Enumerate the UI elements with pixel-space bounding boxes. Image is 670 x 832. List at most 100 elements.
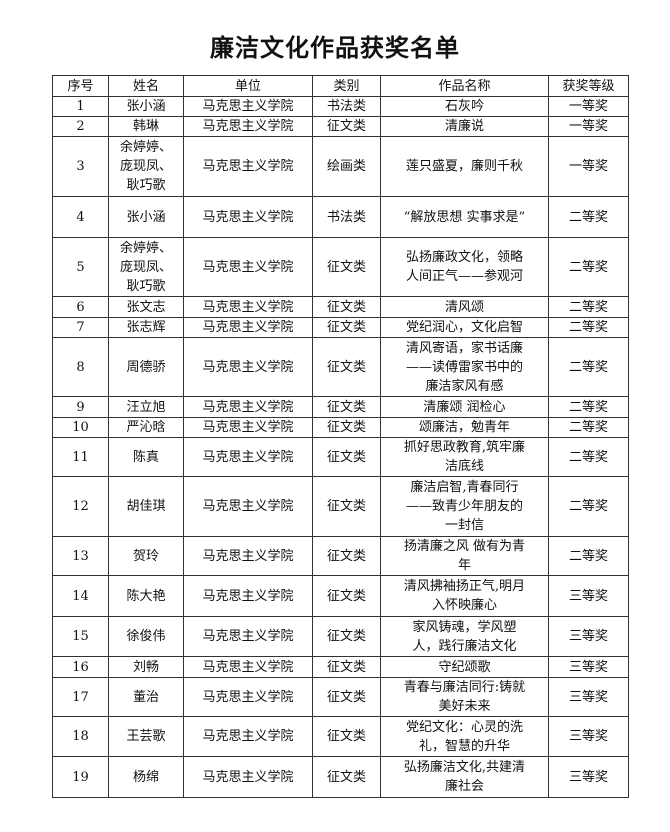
cell-unit-text: 马克思主义学院 xyxy=(202,769,294,785)
cell-unit-text: 马克思主义学院 xyxy=(202,399,294,415)
table-row: 7 张志辉 马克思主义学院 征文类 党纪润心，文化启智 二等奖 xyxy=(52,317,629,338)
cell-category: 征文类 xyxy=(312,656,381,678)
cell-unit-text: 马克思主义学院 xyxy=(202,689,294,705)
cell-work: 守纪颂歌 xyxy=(380,656,549,678)
cell-unit-text: 马克思主义学院 xyxy=(202,729,294,744)
cell-work-text: 守纪颂歌 xyxy=(438,659,491,675)
cell-unit: 马克思主义学院 xyxy=(183,756,313,798)
header-name: 姓名 xyxy=(108,75,184,97)
cell-award-text: 一等奖 xyxy=(568,99,608,114)
cell-category-text: 绘画类 xyxy=(326,159,366,174)
table-row: 9 汪立旭 马克思主义学院 征文类 清廉颂 润检心 二等奖 xyxy=(52,396,629,418)
cell-category-text: 征文类 xyxy=(326,588,366,604)
cell-category-text: 征文类 xyxy=(326,259,366,275)
cell-award-text: 三等奖 xyxy=(568,659,608,675)
cell-no-text: 11 xyxy=(72,449,89,465)
header-unit: 单位 xyxy=(183,75,313,97)
cell-award-text: 三等奖 xyxy=(568,689,608,705)
cell-name: 汪立旭 xyxy=(108,396,184,418)
cell-work: 莲只盛夏，廉则千秋 xyxy=(380,136,549,197)
cell-award-text: 二等奖 xyxy=(568,399,608,415)
cell-no-text: 9 xyxy=(76,399,85,415)
cell-name-text: 刘畅 xyxy=(132,659,159,675)
table-row: 12 胡佳琪 马克思主义学院 征文类 廉洁启智,青春同行——致青少年朋友的一封信 二等奖 xyxy=(52,476,629,537)
cell-no: 3 xyxy=(52,136,109,197)
cell-work-text: 家风铸魂，学风塑人，践行廉洁文化 xyxy=(412,619,517,654)
table-row: 6 张文志 马克思主义学院 征文类 清风颂 二等奖 xyxy=(52,296,629,318)
header-work: 作品名称 xyxy=(380,75,549,97)
cell-work-text: 廉洁启智,青春同行——致青少年朋友的一封信 xyxy=(405,480,523,533)
table-row: 13 贺玲 马克思主义学院 征文类 扬清廉之风 做有为青年 二等奖 xyxy=(52,536,629,576)
cell-no: 6 xyxy=(52,296,109,318)
cell-unit-text: 马克思主义学院 xyxy=(202,99,294,114)
cell-unit: 马克思主义学院 xyxy=(183,575,313,617)
cell-name: 余婷婷、庞现凤、耿巧歌 xyxy=(108,237,184,297)
cell-no-text: 2 xyxy=(76,119,85,134)
cell-unit-text: 马克思主义学院 xyxy=(202,629,294,644)
cell-name-text: 张小涵 xyxy=(126,209,166,225)
cell-no-text: 18 xyxy=(72,729,89,744)
cell-category: 征文类 xyxy=(312,296,381,318)
cell-category-text: 征文类 xyxy=(326,420,366,435)
cell-award-text: 二等奖 xyxy=(568,449,608,465)
table-row: 3 余婷婷、庞现凤、耿巧歌 马克思主义学院 绘画类 莲只盛夏，廉则千秋 一等奖 xyxy=(52,136,629,197)
cell-no: 5 xyxy=(52,237,109,297)
cell-work-text: 清廉颂 润检心 xyxy=(423,399,506,415)
cell-no-text: 14 xyxy=(72,588,89,604)
cell-no-text: 6 xyxy=(76,299,85,315)
cell-name-text: 杨绵 xyxy=(132,769,159,785)
cell-no-text: 13 xyxy=(72,548,89,564)
cell-unit: 马克思主义学院 xyxy=(183,417,313,438)
cell-name-text: 张文志 xyxy=(126,299,166,315)
cell-work: “解放思想 实事求是” xyxy=(380,196,549,238)
cell-name: 张小涵 xyxy=(108,196,184,238)
cell-no-text: 5 xyxy=(76,259,85,275)
cell-name: 周德骄 xyxy=(108,337,184,397)
cell-category: 征文类 xyxy=(312,616,381,657)
cell-work: 扬清廉之风 做有为青年 xyxy=(380,536,549,576)
table-header: 序号 姓名 单位 类别 作品名称 获奖等级 xyxy=(52,75,629,97)
cell-unit: 马克思主义学院 xyxy=(183,136,313,197)
cell-work-text: 弘扬廉洁文化,共建清廉社会 xyxy=(403,760,526,794)
cell-no: 12 xyxy=(52,476,109,537)
header-award: 获奖等级 xyxy=(548,75,629,97)
cell-work-text: 扬清廉之风 做有为青年 xyxy=(403,539,526,573)
cell-award: 二等奖 xyxy=(548,296,629,318)
cell-category: 征文类 xyxy=(312,756,381,798)
cell-name-text: 严沁晗 xyxy=(126,420,166,435)
cell-category-text: 书法类 xyxy=(326,209,366,225)
cell-work-text: 石灰吟 xyxy=(444,99,484,114)
cell-unit: 马克思主义学院 xyxy=(183,476,313,537)
cell-no-text: 3 xyxy=(76,159,85,174)
cell-no-text: 8 xyxy=(76,359,85,375)
cell-work-text: 党纪文化：心灵的洗礼，智慧的升华 xyxy=(405,719,523,754)
cell-work-text: 清风寄语，家书话廉——读傅雷家书中的廉洁家风有感 xyxy=(405,340,523,394)
cell-unit: 马克思主义学院 xyxy=(183,96,313,117)
cell-award-text: 二等奖 xyxy=(568,359,608,375)
cell-category: 征文类 xyxy=(312,437,381,477)
cell-award-text: 三等奖 xyxy=(568,769,608,785)
cell-category-text: 征文类 xyxy=(326,399,366,415)
cell-unit: 马克思主义学院 xyxy=(183,237,313,297)
cell-work: 清廉颂 润检心 xyxy=(380,396,549,418)
cell-award: 三等奖 xyxy=(548,756,629,798)
cell-award: 二等奖 xyxy=(548,536,629,576)
cell-award-text: 二等奖 xyxy=(568,299,608,315)
cell-unit: 马克思主义学院 xyxy=(183,437,313,477)
cell-no-text: 10 xyxy=(72,420,89,435)
page-title: 廉洁文化作品获奖名单 xyxy=(210,34,460,62)
cell-no: 13 xyxy=(52,536,109,576)
cell-no: 8 xyxy=(52,337,109,397)
cell-name-text: 王芸歌 xyxy=(126,729,166,744)
cell-no-text: 12 xyxy=(72,499,89,514)
table-row: 11 陈真 马克思主义学院 征文类 抓好思政教育,筑牢廉洁底线 二等奖 xyxy=(52,437,629,477)
table-row: 5 余婷婷、庞现凤、耿巧歌 马克思主义学院 征文类 弘扬廉政文化，领略人间正气——参观河… xyxy=(52,237,629,297)
table-row: 16 刘畅 马克思主义学院 征文类 守纪颂歌 三等奖 xyxy=(52,656,629,678)
table-row: 10 严沁晗 马克思主义学院 征文类 颂廉洁，勉青年 二等奖 xyxy=(52,417,629,438)
cell-unit: 马克思主义学院 xyxy=(183,716,313,757)
cell-unit: 马克思主义学院 xyxy=(183,116,313,137)
cell-award: 二等奖 xyxy=(548,317,629,338)
cell-work-text: “解放思想 实事求是” xyxy=(403,209,526,225)
cell-award-text: 二等奖 xyxy=(568,548,608,564)
cell-name: 徐俊伟 xyxy=(108,616,184,657)
